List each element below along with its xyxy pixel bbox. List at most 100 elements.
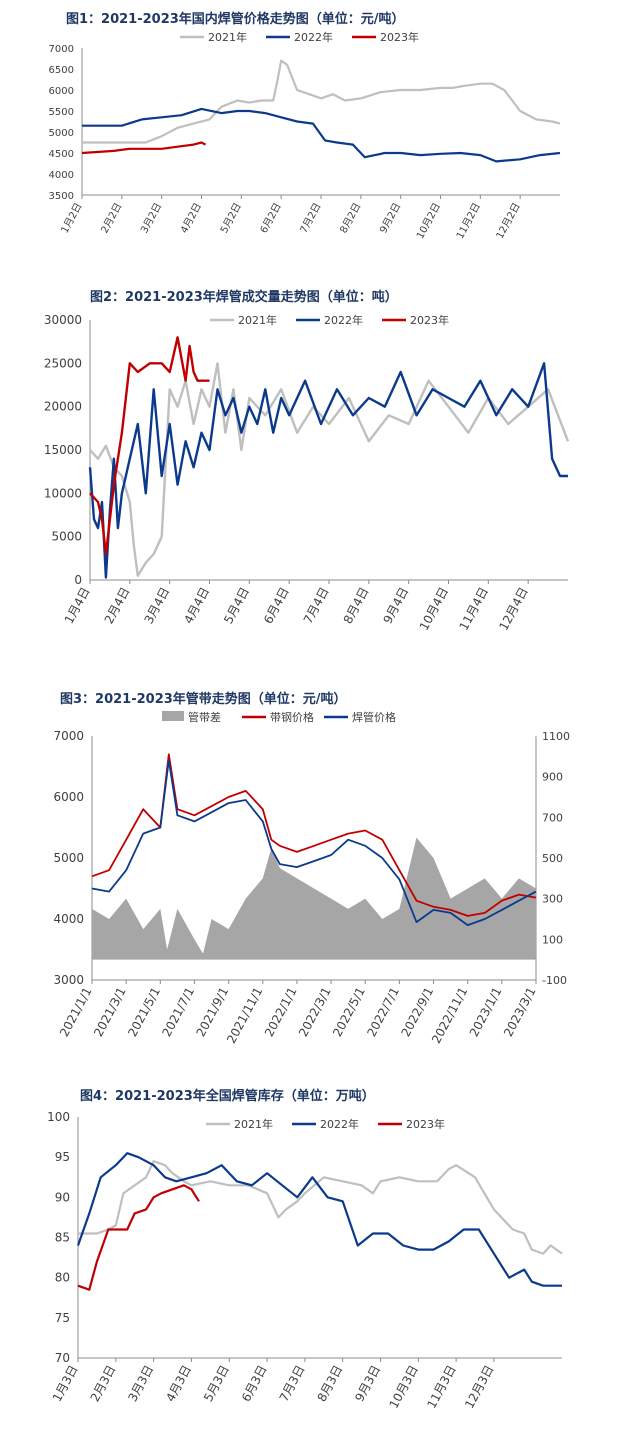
chart-3: 图3：2021-2023年管带走势图（单位：元/吨） 3000 4000 5000 6… — [0, 680, 626, 1070]
x-tick-label: 2022/11/1 — [429, 985, 470, 1046]
legend-label: 带钢价格 — [270, 710, 314, 724]
x-tick-label: 2023/1/1 — [467, 985, 505, 1039]
x-tick-label: 8月2日 — [338, 201, 364, 236]
x-tick-label: 4月4日 — [181, 585, 212, 626]
x-tick-label: 6月3日 — [239, 1363, 270, 1404]
legend-label: 2022年 — [324, 313, 363, 327]
x-tick-label: 5月4日 — [221, 585, 252, 626]
legend-label: 2021年 — [234, 1117, 273, 1131]
y-tick-label: 30000 — [44, 313, 82, 327]
x-tick-label: 3月2日 — [138, 201, 164, 236]
y-tick-label: 4500 — [49, 149, 74, 160]
chart-2-title: 图2：2021-2023年焊管成交量走势图（单位：吨） — [90, 290, 398, 305]
x-tick-label: 2022/9/1 — [399, 985, 437, 1039]
x-tick-label: 2023/3/1 — [501, 985, 539, 1039]
y-tick-label: 75 — [55, 1311, 70, 1325]
x-tick-label: 2022/7/1 — [364, 985, 402, 1039]
x-tick-label: 2021/11/1 — [224, 985, 265, 1046]
x-tick-label: 2021/9/1 — [194, 985, 232, 1039]
series-line-2 — [88, 362, 568, 579]
y-tick-label: 100 — [47, 1110, 70, 1124]
x-tick-label: 2月4日 — [102, 585, 133, 626]
series-area-gap — [92, 837, 536, 960]
x-tick-label: 2021/7/1 — [159, 985, 197, 1039]
x-tick-label: 5月2日 — [218, 201, 244, 236]
x-tick-label: 2021/1/1 — [57, 985, 95, 1039]
y-tick-label: 6500 — [49, 65, 74, 76]
y2-tick-label: 1100 — [542, 730, 570, 743]
y-tick-label: 3000 — [53, 973, 84, 987]
x-tick-label: 2022/1/1 — [262, 985, 300, 1039]
x-tick-label: 12月4日 — [496, 585, 530, 633]
chart-1: 图1：2021-2023年国内焊管价格走势图（单位：元/吨） 3500 4000 4… — [0, 0, 626, 250]
x-tick-label: 9月3日 — [352, 1363, 383, 1404]
x-tick-label: 11月3日 — [424, 1363, 458, 1411]
x-tick-label: 3月4日 — [142, 585, 173, 626]
series-line-2 — [76, 1152, 562, 1287]
x-tick-label: 1月4日 — [62, 585, 93, 626]
y-tick-label: 85 — [55, 1231, 70, 1245]
y2-tick-label: 100 — [542, 933, 563, 946]
legend-label: 焊管价格 — [352, 710, 396, 724]
y-tick-label: 5000 — [51, 530, 82, 544]
legend-label: 2023年 — [410, 313, 449, 327]
x-tick-label: 9月4日 — [381, 585, 412, 626]
x-tick-label: 4月2日 — [178, 201, 204, 236]
y-tick-label: 90 — [55, 1190, 70, 1204]
x-tick-label: 11月2日 — [454, 201, 483, 241]
y-tick-label: 6000 — [49, 86, 74, 97]
y-tick-label: 15000 — [44, 443, 82, 457]
chart-2: 图2：2021-2023年焊管成交量走势图（单位：吨） 0 5000 10000 15… — [0, 280, 626, 660]
legend-swatch — [162, 711, 184, 721]
x-tick-label: 7月2日 — [298, 201, 324, 236]
series-line-1 — [78, 1160, 563, 1255]
x-tick-label: 10月2日 — [414, 201, 443, 241]
y2-tick-label: 900 — [542, 771, 563, 784]
x-tick-label: 3月3日 — [125, 1363, 156, 1404]
y-tick-label: 10000 — [44, 486, 82, 500]
x-tick-label: 9月2日 — [377, 201, 403, 236]
x-tick-label: 12月2日 — [494, 201, 523, 241]
legend-label: 2022年 — [294, 30, 333, 44]
x-tick-label: 10月3日 — [387, 1363, 421, 1411]
y-tick-label: 6000 — [53, 790, 84, 804]
y-tick-label: 95 — [55, 1150, 70, 1164]
y2-tick-label: 500 — [542, 852, 563, 865]
chart-3-title: 图3：2021-2023年管带走势图（单位：元/吨） — [60, 692, 347, 707]
y-tick-label: 70 — [55, 1351, 70, 1365]
series-line-2 — [82, 107, 561, 163]
x-tick-label: 2月3日 — [88, 1363, 119, 1404]
x-tick-label: 2021/3/1 — [91, 985, 129, 1039]
legend-label: 2021年 — [238, 313, 277, 327]
legend-label: 2023年 — [406, 1117, 445, 1131]
y-tick-label: 20000 — [44, 400, 82, 414]
x-tick-label: 6月4日 — [261, 585, 292, 626]
x-tick-label: 7月4日 — [301, 585, 332, 626]
y-tick-label: 80 — [55, 1271, 70, 1285]
y-tick-label: 3500 — [49, 191, 74, 202]
x-tick-label: 12月3日 — [462, 1363, 496, 1411]
series-line-3 — [89, 336, 210, 556]
chart-1-title: 图1：2021-2023年国内焊管价格走势图（单位：元/吨） — [66, 12, 405, 27]
x-tick-label: 2月2日 — [99, 201, 125, 236]
legend-label: 管带差 — [188, 710, 221, 724]
y-tick-label: 5000 — [53, 851, 84, 865]
x-tick-label: 2022/3/1 — [296, 985, 334, 1039]
x-tick-label: 1月2日 — [59, 201, 85, 236]
y-tick-label: 4000 — [49, 170, 74, 181]
y-tick-label: 7000 — [49, 44, 74, 55]
y-tick-label: 25000 — [44, 356, 82, 370]
x-tick-label: 6月2日 — [258, 201, 284, 236]
legend-label: 2021年 — [208, 30, 247, 44]
x-tick-label: 10月4日 — [417, 585, 451, 633]
x-tick-label: 8月4日 — [341, 585, 372, 626]
x-tick-label: 1月3日 — [50, 1363, 81, 1404]
x-tick-label: 5月3日 — [201, 1363, 232, 1404]
series-line-3 — [77, 1184, 200, 1291]
y-tick-label: 4000 — [53, 912, 84, 926]
y-tick-label: 5500 — [49, 107, 74, 118]
x-tick-label: 11月4日 — [457, 585, 491, 633]
legend-label: 2023年 — [380, 30, 419, 44]
x-tick-label: 4月3日 — [163, 1363, 194, 1404]
y-tick-label: 5000 — [49, 128, 74, 139]
